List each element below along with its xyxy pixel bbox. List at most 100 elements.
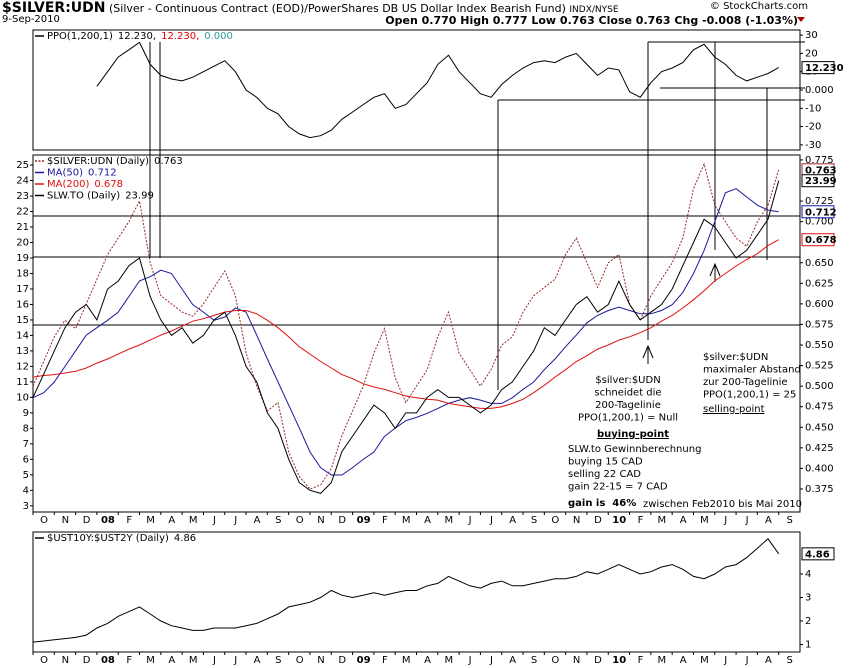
x-tick-label: A — [765, 655, 772, 666]
y-tick-label: -10 — [805, 103, 821, 114]
annotation: zur 200-Tagelinie — [703, 377, 788, 388]
annotation: PPO(1,200,1) = 25 — [703, 390, 796, 401]
x-tick-label: J — [745, 515, 749, 526]
y-tick-label: 0.700 — [805, 217, 834, 228]
annotation: gain is 46% — [568, 498, 636, 509]
x-tick-label: M — [444, 515, 453, 526]
y-tick-label: 0.375 — [805, 484, 834, 495]
header-title: $SILVER:UDN (Silver - Continuous Contrac… — [2, 0, 619, 16]
series-line — [32, 162, 780, 490]
y-tick-label: 22 — [16, 207, 29, 218]
x-tick-label: A — [509, 655, 516, 666]
x-tick-label: S — [787, 655, 793, 666]
annotation: buying 15 CAD — [568, 457, 643, 468]
last-value-box — [801, 233, 835, 247]
x-tick-label: M — [189, 515, 198, 526]
x-tick-label: M — [402, 655, 411, 666]
y-tick-label: 13 — [16, 346, 29, 357]
y-tick-label: 0.475 — [805, 402, 834, 413]
y-tick-label: 0.600 — [805, 299, 834, 310]
x-tick-label: 09 — [357, 515, 371, 526]
y-tick-label: 25 — [16, 160, 29, 171]
last-value-label: 23.99 — [805, 176, 837, 187]
annotation: $silver:$UDN — [595, 375, 660, 386]
x-tick-label: J — [489, 655, 493, 666]
y-tick-label: 0.000 — [805, 85, 834, 96]
x-tick-label: A — [168, 655, 175, 666]
x-tick-label: S — [531, 655, 537, 666]
x-tick-label: 08 — [101, 515, 115, 526]
x-tick-label: 09 — [357, 655, 371, 666]
y-tick-label: 14 — [16, 330, 29, 341]
legend-value: 0.678 — [94, 179, 123, 190]
x-tick-label: A — [254, 655, 261, 666]
x-tick-label: M — [700, 655, 709, 666]
x-tick-label: O — [40, 655, 48, 666]
x-tick-label: J — [489, 515, 493, 526]
x-tick-label: F — [382, 655, 388, 666]
last-value-box — [801, 205, 835, 219]
y-tick-label: 16 — [16, 299, 29, 310]
last-value-label: 0.678 — [805, 235, 837, 246]
x-tick-label: A — [680, 515, 687, 526]
legend-label: MA(50) — [47, 168, 83, 179]
x-tick-label: J — [468, 655, 472, 666]
annotation: selling-point — [703, 404, 765, 415]
legend-label: PPO(1,200,1) — [47, 31, 113, 42]
y-tick-label: 20 — [16, 238, 29, 249]
y-tick-label: 9 — [23, 408, 29, 419]
x-tick-label: M — [146, 515, 155, 526]
y-tick-label: 19 — [16, 253, 29, 264]
x-tick-label: N — [573, 515, 580, 526]
y-tick-label: 0.400 — [805, 463, 834, 474]
x-tick-label: N — [317, 515, 324, 526]
y-tick-label: 0.525 — [805, 361, 834, 372]
x-tick-label: M — [402, 515, 411, 526]
x-tick-label: O — [296, 655, 304, 666]
legend-value: 23.99 — [125, 191, 154, 202]
last-value-label: 4.86 — [805, 549, 830, 560]
series-line — [96, 41, 779, 139]
x-tick-label: D — [594, 655, 602, 666]
legend-value: 4.86 — [174, 533, 196, 544]
symbol: $SILVER:UDN — [2, 0, 106, 16]
series-line — [32, 188, 779, 476]
last-value-label: 0.763 — [805, 165, 837, 176]
description: (Silver - Continuous Contract (EOD)/Powe… — [109, 2, 566, 15]
x-tick-label: D — [83, 515, 91, 526]
x-tick-label: F — [126, 515, 132, 526]
x-tick-label: A — [424, 655, 431, 666]
plot-frame — [32, 154, 801, 513]
annotation: $silver:$UDN — [703, 352, 768, 363]
legend-label: MA(200) — [47, 179, 89, 190]
y-tick-label: 7 — [23, 439, 29, 450]
last-value-box — [801, 174, 835, 188]
source: © StockCharts.com — [709, 1, 808, 12]
series-line — [32, 538, 780, 643]
x-tick-label: J — [723, 515, 727, 526]
y-tick-label: 0.775 — [805, 155, 834, 166]
annotation: PPO(1,200,1) = Null — [578, 413, 678, 424]
annotation: buying-point — [597, 429, 669, 440]
x-tick-label: N — [62, 655, 69, 666]
last-value-box — [801, 61, 835, 75]
y-tick-label: 15 — [16, 315, 29, 326]
y-tick-label: 0.425 — [805, 443, 834, 454]
annotation: zwischen Feb2010 bis Mai 2010 — [643, 499, 802, 510]
x-tick-label: S — [275, 655, 281, 666]
x-tick-label: O — [40, 515, 48, 526]
y-tick-label: 1 — [805, 639, 811, 650]
x-tick-label: 08 — [101, 655, 115, 666]
x-tick-label: J — [233, 655, 237, 666]
y-tick-label: 4 — [805, 569, 811, 580]
x-tick-label: M — [444, 655, 453, 666]
y-tick-label: 18 — [16, 268, 29, 279]
y-tick-label: 5 — [23, 470, 29, 481]
last-value-label: 12.230 — [805, 63, 844, 74]
y-tick-label: 11 — [16, 377, 29, 388]
quote: Open 0.770 High 0.777 Low 0.763 Close 0.… — [385, 14, 798, 27]
legend-label: SLW.TO (Daily) — [47, 191, 120, 202]
y-tick-label: 4 — [23, 485, 29, 496]
legend-value: 0.712 — [88, 168, 117, 179]
